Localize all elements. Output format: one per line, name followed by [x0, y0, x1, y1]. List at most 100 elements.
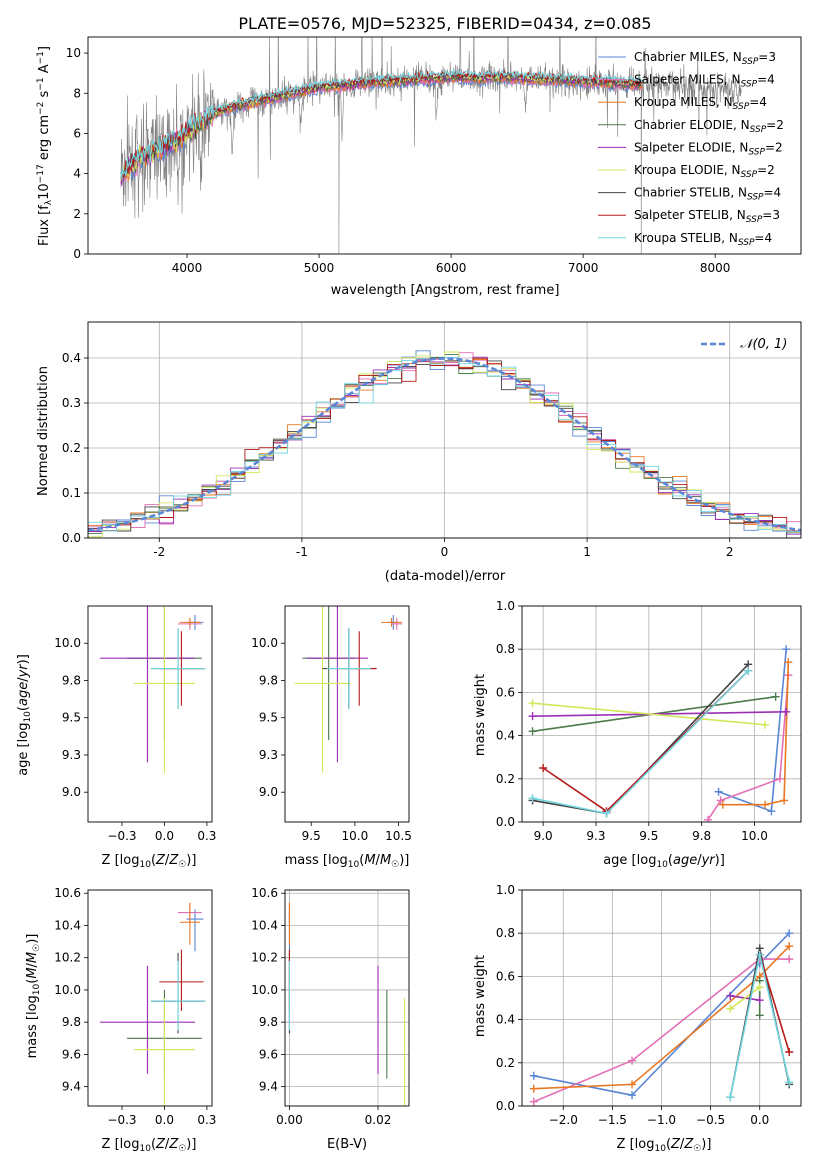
weight-vs-z-xlabel: Z [log10(Z/Z☉)]: [617, 1137, 712, 1154]
weight-line: [542, 670, 749, 813]
x-tick-label: 0.0: [155, 829, 174, 843]
weight-line: [718, 649, 787, 813]
y-tick-label: 9.8: [62, 1015, 81, 1029]
residuals-panel: -2 -1 0 1 2 0.0 0.1 0.2 0.3 0.4 (data-model)/erro…: [36, 321, 802, 584]
weight-marker: [771, 692, 780, 701]
residuals-legend: 𝒩(0, 1): [701, 337, 787, 352]
y-tick-label: 1.0: [496, 599, 515, 613]
weight-marker: [784, 658, 793, 667]
residuals-plot-area: -2 -1 0 1 2 0.0 0.1 0.2 0.3 0.4: [62, 321, 802, 559]
y-tick-label: 10: [66, 46, 81, 60]
weight-marker: [529, 1097, 538, 1106]
weight-marker: [529, 1084, 538, 1093]
weight-marker: [539, 764, 548, 772]
weight-marker: [755, 1011, 764, 1020]
y-tick-label: 9.6: [62, 1047, 81, 1061]
age-vs-z-ylabel: age [log10(age/yr)]: [16, 654, 33, 776]
y-tick-label: 2: [73, 207, 81, 221]
weight-line: [532, 702, 766, 726]
x-tick-label: 10.0: [341, 829, 368, 843]
mass-vs-z-panel: −0.3 0.0 0.3 9.4 9.6 9.8 10.0 10.2 10.4 10.6 Z [l…: [25, 886, 216, 1154]
y-tick-label: 9.0: [259, 785, 278, 799]
weight-marker: [528, 794, 537, 803]
mass-vs-ebv-plot-area: 0.00 0.02 9.4 9.6 9.8 10.0 10.2 10.4 10.6: [251, 886, 410, 1127]
x-tick-label: 6000: [436, 261, 467, 275]
weight-marker: [602, 809, 611, 818]
histogram-step: [88, 357, 801, 533]
legend-label: Salpeter STELIB, NSSP=3: [634, 208, 780, 225]
mass-vs-z-plot-area: −0.3 0.0 0.3 9.4 9.6 9.8 10.0 10.2 10.4 10.6: [54, 886, 216, 1127]
weight-marker: [782, 645, 791, 654]
mass-vs-z-xlabel: Z [log10(Z/Z☉)]: [102, 1137, 197, 1154]
y-tick-label: 10.2: [251, 951, 278, 965]
x-tick-label: 1: [583, 545, 591, 559]
y-tick-label: 0.6: [496, 685, 515, 699]
weight-line: [533, 932, 790, 1097]
age-vs-mass-plot-area: 9.5 10.0 10.5 9.0 9.3 9.5 9.8 10.0: [251, 605, 412, 843]
y-tick-label: 10.0: [54, 983, 81, 997]
marks: [294, 606, 403, 773]
x-tick-label: 5000: [304, 261, 335, 275]
y-tick-label: 9.8: [259, 673, 278, 687]
weight-vs-age-xlabel: age [log10(age/yr)]: [603, 853, 725, 870]
weight-marker: [714, 787, 723, 796]
x-tick-label: 0.02: [365, 1113, 392, 1127]
x-tick-label: 9.8: [692, 829, 711, 843]
mass-vs-ebv-panel: 0.00 0.02 9.4 9.6 9.8 10.0 10.2 10.4 10.6 E(B-V): [251, 886, 410, 1152]
y-tick-label: 10.4: [251, 918, 278, 932]
x-tick-label: 0.3: [197, 829, 216, 843]
residuals-xlabel: (data-model)/error: [385, 569, 506, 584]
marks: [120, 37, 742, 254]
y-tick-label: 0.4: [496, 1013, 515, 1027]
weight-line: [722, 662, 790, 806]
x-tick-label: 7000: [568, 261, 599, 275]
marks: [88, 350, 801, 538]
weight-marker: [785, 1078, 794, 1087]
y-tick-label: 0.2: [62, 441, 81, 455]
y-tick-label: 10.6: [54, 886, 81, 900]
y-tick-label: 0: [73, 247, 81, 261]
y-tick-label: 9.8: [259, 1015, 278, 1029]
axes-frame: [87, 36, 802, 255]
spectrum-ylabel: Flux [fλ10−17 erg cm−2 s−1 A−1]: [36, 46, 54, 246]
y-tick-label: 10.6: [251, 886, 278, 900]
y-tick-label: 4: [73, 167, 81, 181]
weight-marker: [780, 796, 789, 805]
weight-marker: [628, 1091, 637, 1100]
y-tick-label: 9.8: [62, 673, 81, 687]
weight-vs-age-panel: 9.0 9.3 9.5 9.8 10.0 0.0 0.2 0.4 0.6 0.8 1.0 age […: [473, 599, 802, 870]
axes-frame: [521, 605, 802, 823]
x-tick-label: 4000: [172, 261, 203, 275]
x-tick-label: 0: [441, 545, 449, 559]
x-tick-label: 10.5: [385, 829, 412, 843]
y-tick-label: 10.0: [54, 636, 81, 650]
axes-frame: [284, 889, 410, 1107]
gaussian-curve: [88, 357, 801, 532]
y-tick-label: 9.4: [62, 1080, 81, 1094]
weight-marker: [775, 774, 784, 783]
weight-marker: [761, 800, 770, 809]
marks: [99, 606, 206, 773]
axes-frame: [284, 605, 410, 823]
weight-vs-z-ylabel: mass weight: [473, 955, 488, 1037]
weight-marker: [755, 950, 764, 959]
weight-marker: [716, 796, 725, 805]
x-tick-label: 9.0: [534, 829, 553, 843]
x-tick-label: −0.5: [696, 1113, 725, 1127]
weight-marker: [528, 699, 537, 708]
mass-vs-z-ylabel: mass [log10(M/M☉)]: [25, 934, 42, 1059]
weight-vs-age-ylabel: mass weight: [473, 674, 488, 756]
weight-marker: [785, 1048, 794, 1056]
y-tick-label: 9.6: [259, 1047, 278, 1061]
axes-frame: [87, 605, 213, 823]
gaussian-legend-label: 𝒩(0, 1): [740, 337, 787, 352]
weight-marker: [704, 815, 712, 822]
axes-frame: [87, 321, 802, 539]
weight-marker: [528, 712, 537, 721]
weight-marker: [726, 1093, 735, 1102]
legend-label: Kroupa ELODIE, NSSP=2: [634, 163, 775, 180]
y-tick-label: 9.3: [62, 748, 81, 762]
weight-marker: [782, 707, 791, 716]
x-tick-label: -2: [153, 545, 165, 559]
